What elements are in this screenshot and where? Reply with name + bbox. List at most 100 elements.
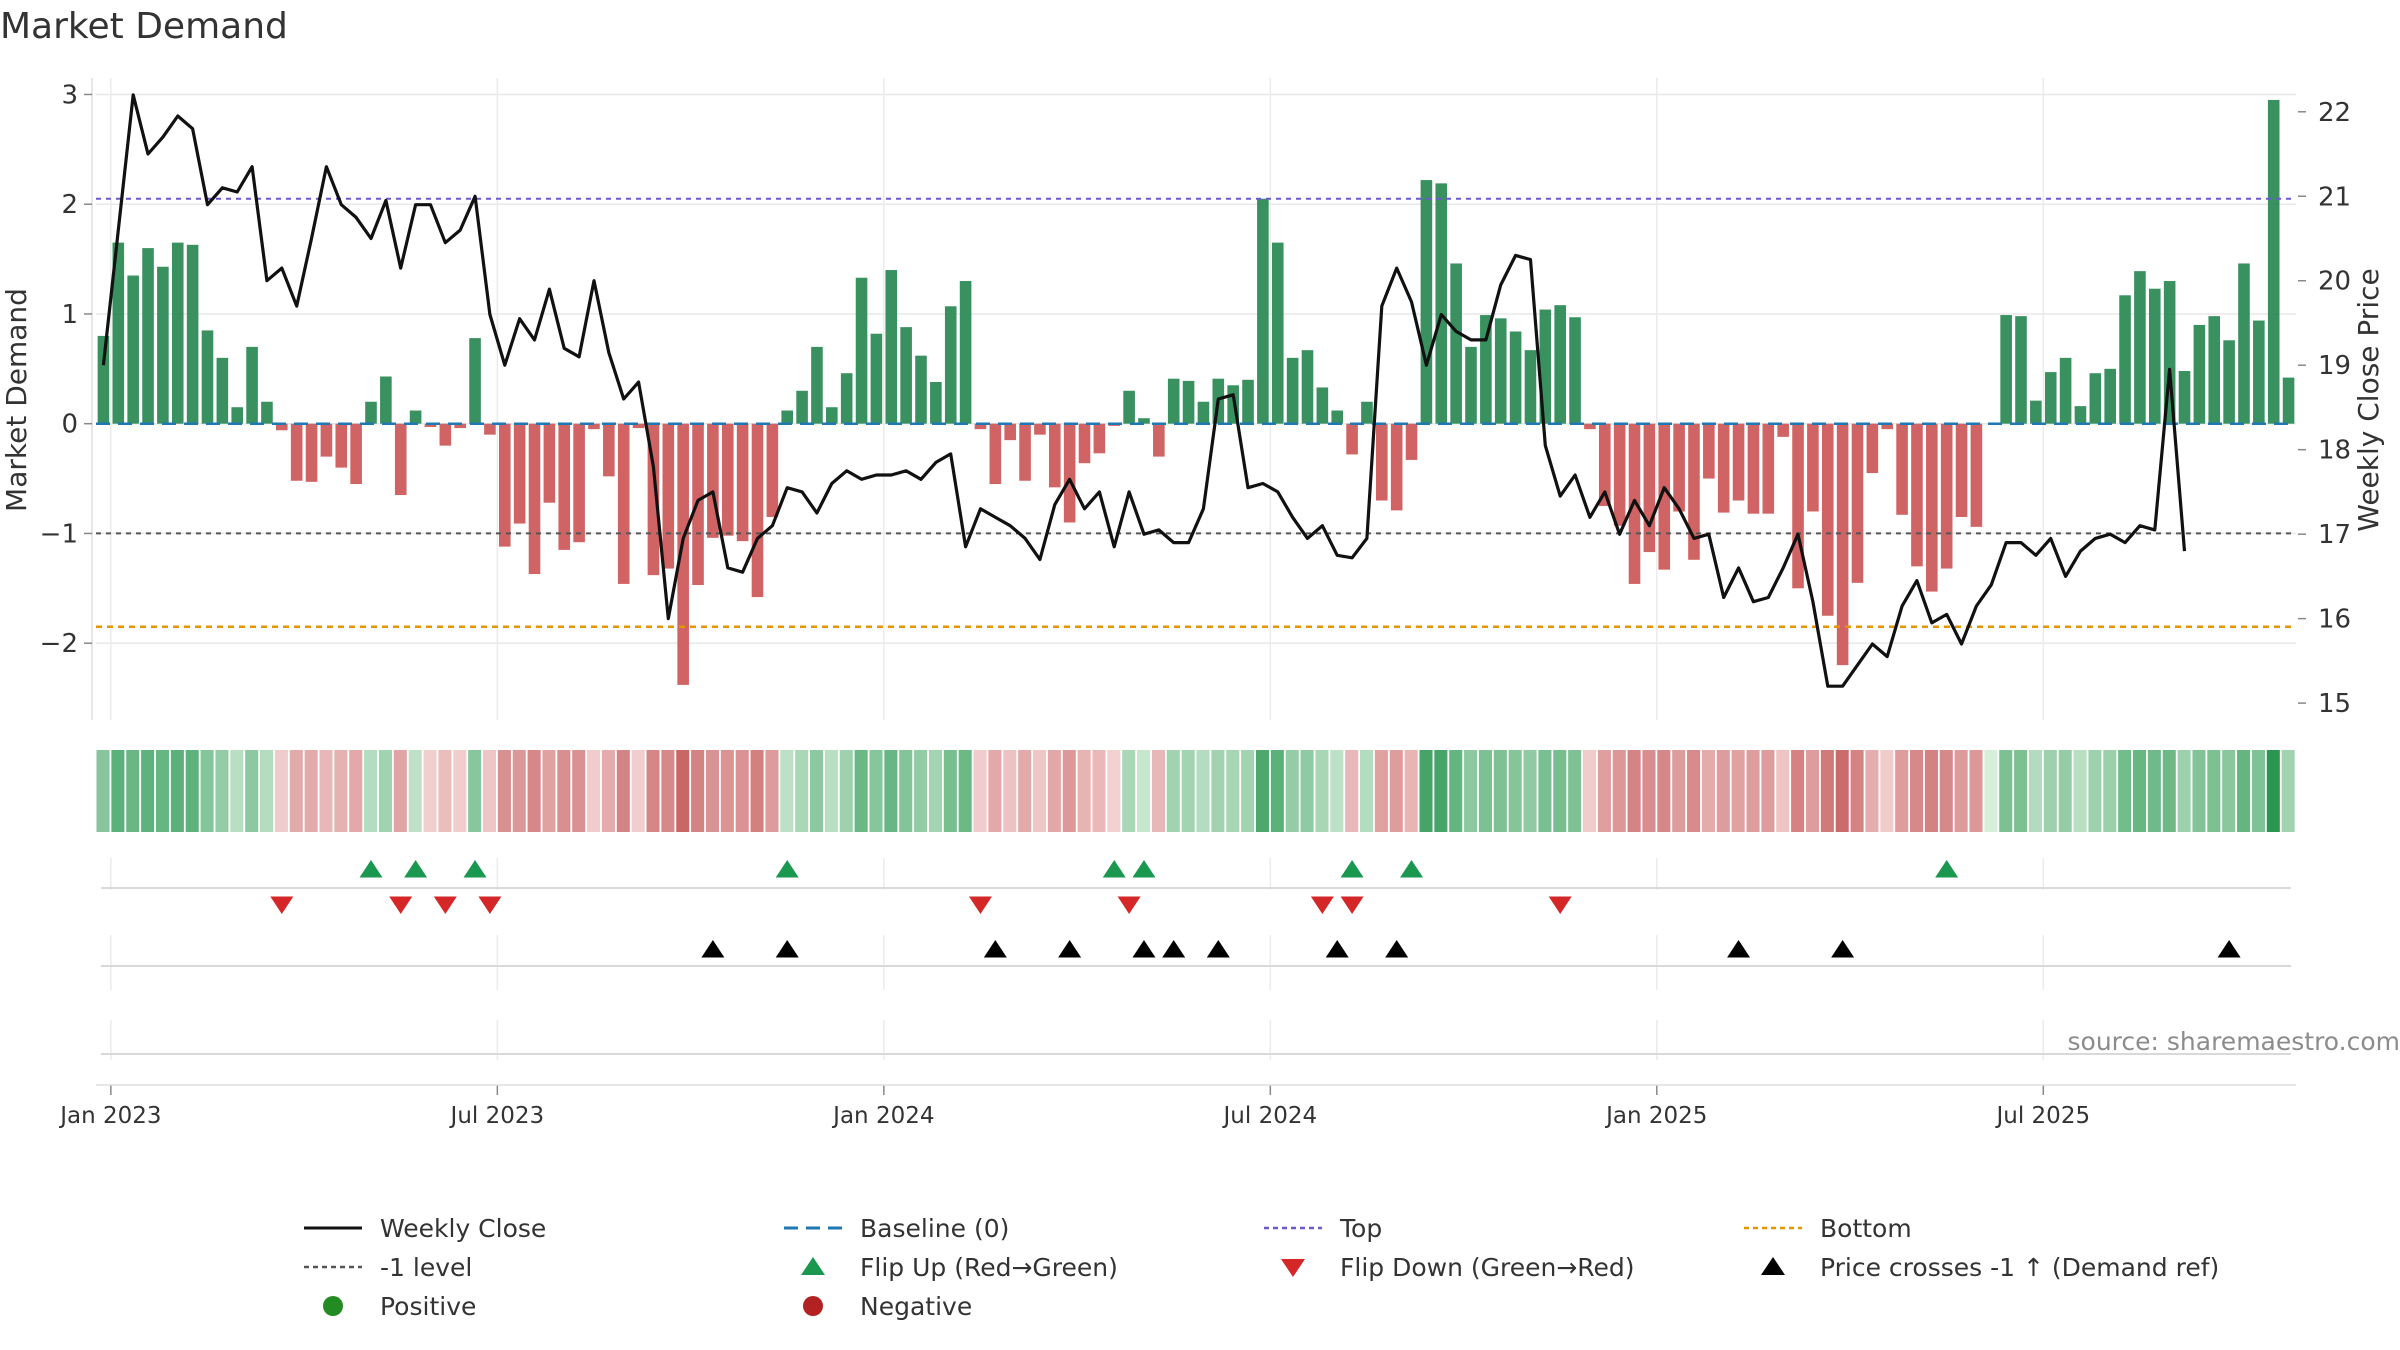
demand-bar (498, 423, 511, 547)
demand-bar (424, 423, 437, 427)
heat-cell (408, 750, 422, 832)
heat-cell (839, 750, 853, 832)
price-cross-marker (1162, 940, 1186, 958)
demand-bar (707, 423, 719, 538)
flip-up-marker (1935, 860, 1959, 878)
heat-cell (1820, 750, 1834, 832)
demand-bar (989, 423, 1002, 485)
heat-cell (1151, 750, 1165, 832)
heat-cell (141, 750, 155, 832)
demand-bar (1762, 423, 1775, 514)
demand-bar (632, 423, 645, 429)
price-cross-marker (1727, 940, 1751, 958)
heat-cell (1493, 750, 1507, 832)
demand-bar (2223, 340, 2235, 424)
left-tick-label: 2 (61, 190, 78, 220)
demand-bar (1019, 423, 1031, 481)
demand-bar (2163, 281, 2176, 424)
heat-cell (2103, 750, 2117, 832)
heat-cell (1360, 750, 1374, 832)
heat-cell (170, 750, 184, 832)
heat-cell (1791, 750, 1805, 832)
heat-cell (1449, 750, 1463, 832)
demand-bar (1480, 315, 1492, 424)
heat-cell (1627, 750, 1641, 832)
heat-cell (2147, 750, 2161, 832)
demand-bar (171, 242, 184, 424)
demand-bar (1777, 423, 1789, 437)
heat-cell (215, 750, 229, 832)
demand-bar (721, 423, 734, 536)
demand-bar (127, 275, 139, 424)
left-tick-label: 0 (61, 410, 78, 440)
demand-bar (1584, 423, 1596, 430)
flip-up-marker (1340, 860, 1364, 878)
right-tick-label: 17 (2318, 520, 2351, 550)
heat-cell (884, 750, 898, 832)
x-tick-label: Jan 2025 (1604, 1103, 1707, 1129)
heat-cell (2251, 750, 2265, 832)
demand-bar (1078, 423, 1091, 464)
heat-cell (1568, 750, 1582, 832)
demand-bar (350, 423, 362, 485)
heat-cell (111, 750, 125, 832)
heat-cell (1300, 750, 1314, 832)
legend-label: Price crosses -1 ↑ (Demand ref) (1820, 1252, 2220, 1282)
demand-bar (1361, 401, 1373, 424)
demand-bar (231, 407, 244, 424)
heat-cell (334, 750, 348, 832)
demand-bar (1257, 198, 1269, 424)
demand-bar (2059, 357, 2072, 424)
demand-bar (1836, 423, 1849, 666)
demand-bar (246, 346, 258, 424)
legend-swatch (803, 1296, 823, 1316)
demand-bar (2208, 316, 2221, 424)
legend-swatch (801, 1257, 825, 1275)
heat-cell (824, 750, 838, 832)
flip-up-marker (359, 860, 383, 878)
flip-up-marker (1102, 860, 1126, 878)
heat-cell (289, 750, 303, 832)
demand-bar (1717, 423, 1730, 513)
demand-bar (1807, 423, 1819, 512)
demand-bar (558, 423, 571, 550)
demand-bar (1732, 423, 1745, 501)
heat-cell (2028, 750, 2042, 832)
right-tick-label: 18 (2318, 436, 2351, 466)
demand-bar (380, 376, 392, 424)
demand-bar (1703, 423, 1715, 479)
heat-cell (185, 750, 199, 832)
heat-cell (230, 750, 244, 832)
demand-bar (1063, 423, 1076, 523)
demand-bar (617, 423, 630, 584)
demand-bar (2148, 288, 2161, 424)
heat-cell (1999, 750, 2013, 832)
heat-cell (1731, 750, 1745, 832)
legend-item: Baseline (0) (780, 1210, 1009, 1246)
legend-swatch (1761, 1257, 1785, 1275)
demand-bar (409, 410, 422, 424)
heat-cell (1701, 750, 1715, 832)
heat-cell (676, 750, 690, 832)
demand-bar (1331, 410, 1344, 424)
heat-cell (1523, 750, 1537, 832)
price-cross-marker (1206, 940, 1230, 958)
demand-bar (1390, 423, 1403, 511)
heat-cell (1137, 750, 1151, 832)
demand-bar (959, 281, 972, 424)
heat-cell (2014, 750, 2028, 832)
heat-cell (319, 750, 333, 832)
legend-label: Weekly Close (380, 1213, 547, 1243)
demand-bar (1881, 423, 1894, 430)
demand-bar (2000, 315, 2012, 424)
heat-cell (497, 750, 511, 832)
price-cross-marker (1325, 940, 1349, 958)
demand-bar (1271, 242, 1284, 424)
heat-cell (720, 750, 734, 832)
heat-cell (1211, 750, 1225, 832)
heat-cell (899, 750, 913, 832)
demand-bar (944, 306, 957, 424)
heat-cell (1805, 750, 1820, 832)
demand-bar (2044, 372, 2057, 424)
demand-bar (2253, 320, 2265, 424)
